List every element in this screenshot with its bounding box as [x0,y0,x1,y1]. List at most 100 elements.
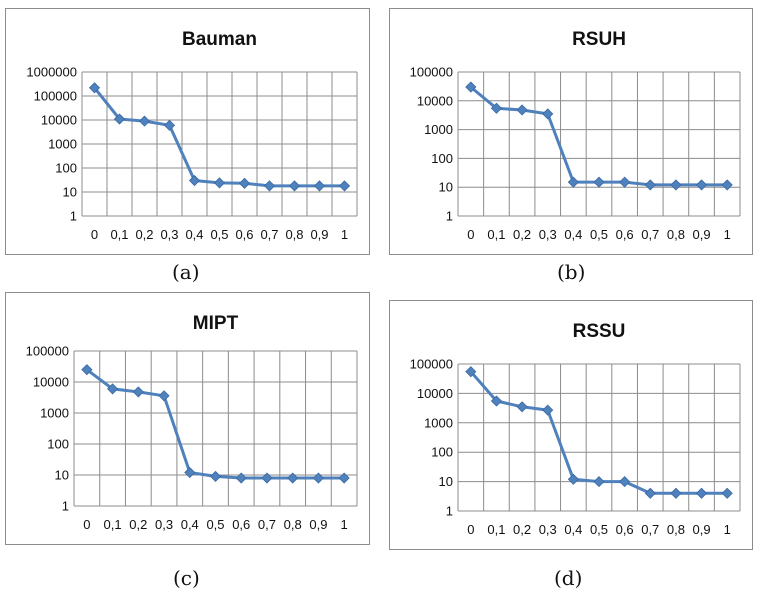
x-tick-label: 0 [467,522,474,537]
data-point [721,487,733,499]
data-point [261,472,273,484]
chart-svg: MIPT 1 10 100 1000 10000 100000 0 0,1 0,2 0,3 0,4 0,… [26,313,358,532]
x-tick-label: 0 [91,227,98,242]
chart-frame: RSSU 1 10 100 1000 10000 100000 0 0,1 0,2 0,3 0,4 0,… [389,300,753,550]
chart-title: RSUH [572,29,626,50]
x-tick-label: 1 [724,522,731,537]
x-tick-label: 0,8 [285,227,303,242]
x-tick-label: 0 [83,517,90,532]
y-tick-label: 1000 [40,406,69,421]
chart-svg: RSUH 1 10 100 1000 10000 100000 0 0,1 0,2 0,3 0,4 0,… [410,29,741,242]
y-tick-label: 10 [439,180,453,195]
data-point [644,179,656,191]
y-tick-label: 100 [431,445,453,460]
data-point [619,476,631,488]
x-tick-label: 0,6 [232,517,250,532]
data-point [163,119,176,131]
y-tick-label: 10 [439,474,453,489]
x-tick-label: 0 [467,227,474,242]
x-tick-label: 0,2 [513,227,531,242]
x-tick-label: 0,9 [310,227,328,242]
data-point [238,177,251,189]
chart-title: MIPT [193,313,239,334]
x-tick-label: 0,8 [284,517,302,532]
data-point [465,366,477,378]
x-tick-label: 0,1 [104,517,122,532]
y-tick-label: 1000 [424,415,453,430]
data-point [132,386,144,398]
data-point [593,176,605,188]
figure-caption: (b) [557,260,586,284]
data-point [593,476,605,488]
chart-title: Bauman [182,29,257,50]
y-tick-label: 100000 [410,357,453,372]
x-tick-label: 0,6 [616,227,634,242]
y-tick-label: 100 [55,161,77,176]
y-tick-label: 1000 [424,122,453,137]
x-tick-label: 0,2 [135,227,153,242]
data-point [287,472,299,484]
x-tick-label: 0,7 [641,522,659,537]
x-tick-label: 0,9 [693,227,711,242]
x-tick-label: 0,4 [564,522,582,537]
x-tick-label: 0,6 [235,227,253,242]
data-point [516,104,528,116]
y-tick-label: 1000000 [26,65,77,80]
data-point [113,113,126,125]
y-tick-label: 1 [70,209,77,224]
data-point [490,102,503,114]
y-tick-label: 100000 [34,89,77,104]
data-point [213,177,226,189]
data-point [338,472,350,484]
data-point [644,487,656,499]
x-tick-label: 0,1 [487,522,505,537]
x-tick-label: 0,3 [539,227,557,242]
data-point [209,470,222,482]
data-point [138,115,151,127]
y-tick-label: 10 [63,185,77,200]
data-point [313,180,326,192]
data-point [516,401,528,413]
x-tick-label: 0,7 [260,227,278,242]
chart-frame: RSUH 1 10 100 1000 10000 100000 0 0,1 0,2 0,3 0,4 0,… [389,8,753,255]
y-tick-label: 1 [446,209,453,224]
x-tick-label: 1 [341,517,348,532]
x-tick-label: 0,5 [210,227,228,242]
data-point [88,82,101,94]
x-tick-label: 0,3 [539,522,557,537]
x-tick-label: 0,7 [641,227,659,242]
x-tick-label: 0,6 [616,522,634,537]
data-point [158,390,170,402]
y-tick-label: 10000 [417,93,453,108]
x-tick-label: 0,3 [155,517,173,532]
data-point [567,176,579,188]
data-point [288,180,301,192]
y-tick-label: 1 [62,499,69,514]
data-point [542,108,554,120]
figure-caption: (d) [554,566,583,590]
data-point [312,472,324,484]
chart-svg: Bauman 1 10 100 1000 10000 100000 1000000 0 0,1 0,… [26,29,358,242]
y-tick-label: 10000 [417,386,453,401]
y-tick-label: 10 [55,468,69,483]
figure-caption: (c) [173,566,200,590]
x-tick-label: 0,4 [181,517,199,532]
chart-frame: MIPT 1 10 100 1000 10000 100000 0 0,1 0,2 0,3 0,4 0,… [5,292,370,545]
data-point [338,180,351,192]
data-point [107,383,119,395]
data-point [188,174,201,187]
data-point [184,466,196,479]
data-point [81,364,93,376]
y-tick-label: 1 [446,504,453,519]
y-tick-label: 100 [431,151,453,166]
data-point [542,404,554,416]
data-point [263,180,276,192]
x-tick-label: 0,1 [487,227,505,242]
y-tick-label: 1000 [48,137,77,152]
x-tick-label: 0,1 [110,227,128,242]
x-tick-label: 0,2 [129,517,147,532]
figure-caption: (a) [172,260,200,284]
y-tick-label: 100000 [410,65,453,80]
x-tick-label: 0,4 [185,227,203,242]
x-tick-label: 0,5 [206,517,224,532]
